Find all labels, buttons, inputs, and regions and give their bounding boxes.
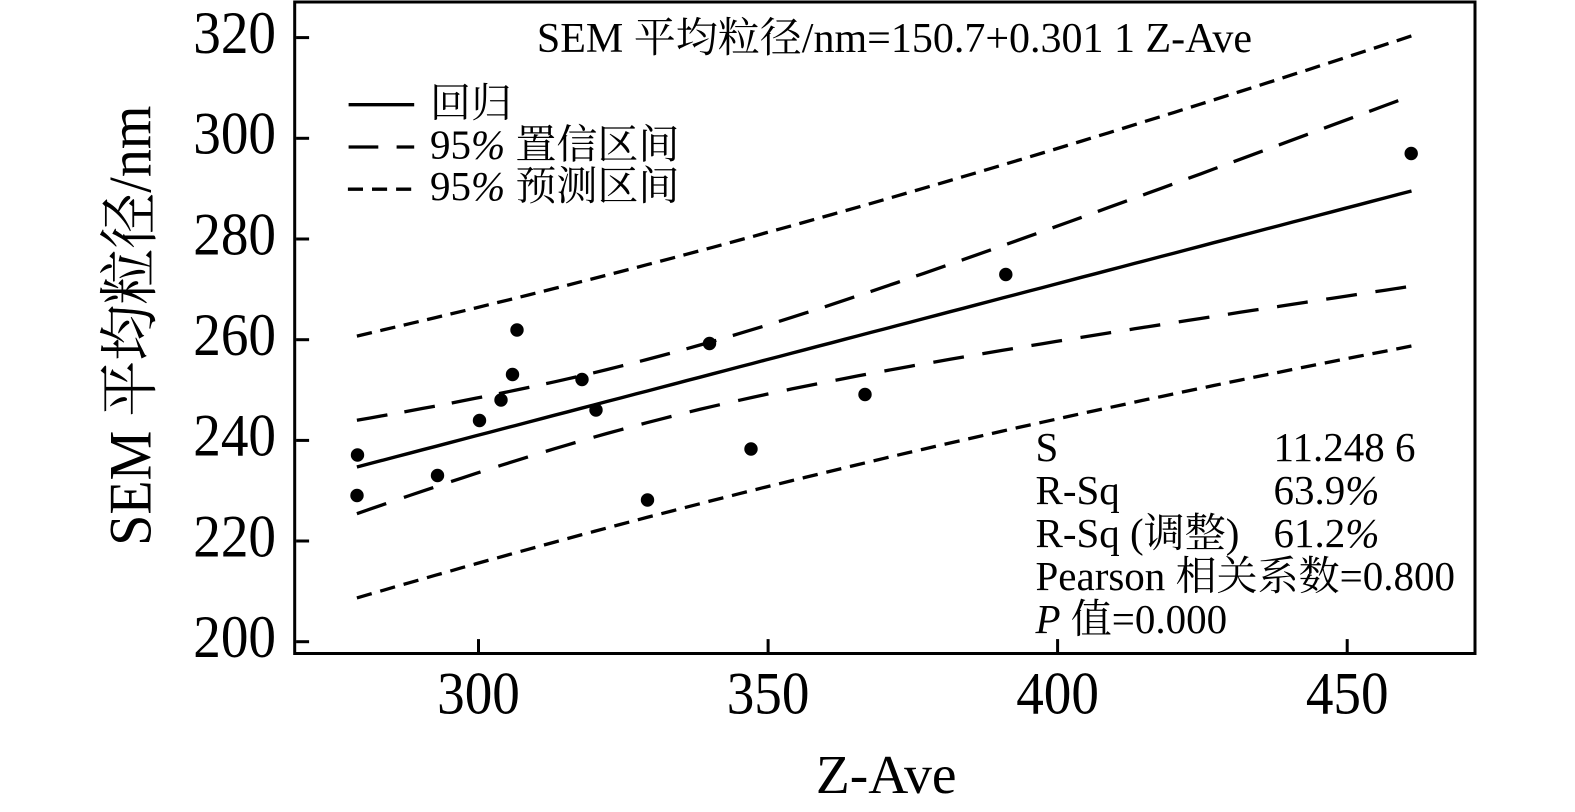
svg-text:Z-Ave: Z-Ave: [816, 745, 957, 806]
svg-text:=0.000: =0.000: [1112, 596, 1227, 642]
svg-text:320: 320: [193, 1, 276, 67]
svg-text:260: 260: [193, 303, 276, 369]
svg-text:300: 300: [193, 102, 276, 168]
svg-text:200: 200: [193, 605, 276, 671]
svg-text:300: 300: [437, 661, 520, 727]
svg-text:61.2: 61.2: [1274, 510, 1346, 556]
svg-text:%: %: [1345, 510, 1379, 556]
svg-text:400: 400: [1016, 661, 1099, 727]
svg-text:%: %: [471, 163, 505, 209]
svg-text:220: 220: [193, 504, 276, 570]
svg-text:SEM: SEM: [537, 16, 623, 62]
svg-text:R-Sq: R-Sq: [1036, 467, 1120, 513]
svg-text:%: %: [471, 122, 505, 168]
svg-text:240: 240: [193, 404, 276, 470]
svg-text:280: 280: [193, 202, 276, 268]
svg-text:=0.800: =0.800: [1340, 553, 1455, 599]
svg-text:450: 450: [1306, 661, 1389, 727]
svg-text:P: P: [1035, 596, 1061, 642]
svg-text:Pearson: Pearson: [1036, 553, 1166, 599]
svg-text:S: S: [1036, 424, 1059, 470]
svg-text:%: %: [1345, 467, 1379, 513]
svg-text:95: 95: [430, 163, 471, 209]
svg-text:R-Sq (: R-Sq (: [1036, 510, 1144, 556]
svg-text:11.248 6: 11.248 6: [1274, 424, 1416, 470]
svg-text:350: 350: [727, 661, 810, 727]
svg-text:/nm: /nm: [97, 106, 164, 193]
svg-text:95: 95: [430, 122, 471, 168]
svg-text:63.9: 63.9: [1274, 467, 1346, 513]
svg-text:SEM: SEM: [97, 431, 164, 546]
svg-text:): ): [1226, 510, 1240, 556]
svg-text:/nm=150.7+0.301 1 Z-Ave: /nm=150.7+0.301 1 Z-Ave: [802, 16, 1252, 62]
